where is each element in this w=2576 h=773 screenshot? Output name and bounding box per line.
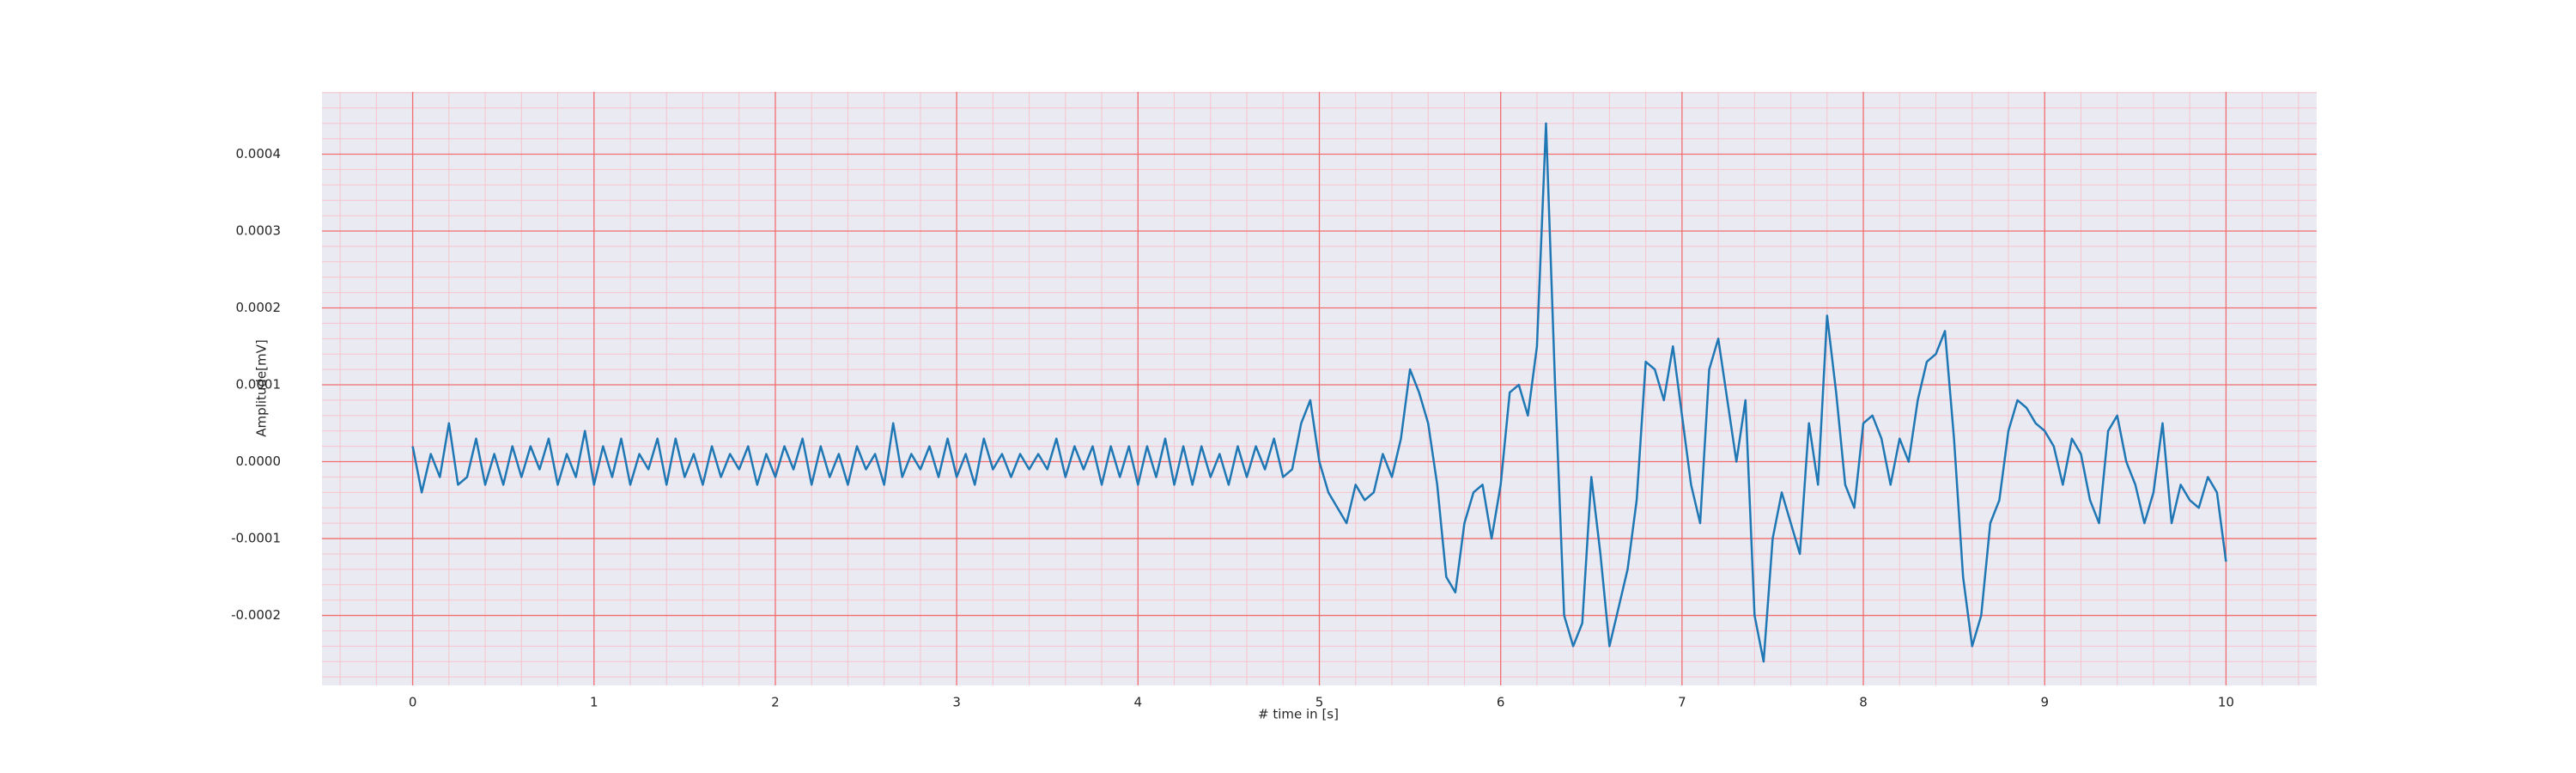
y-tick-label: -0.0002 — [231, 607, 281, 623]
x-tick-label: 0 — [409, 695, 417, 710]
y-tick-label: 0.0001 — [236, 377, 282, 393]
x-tick-label: 3 — [952, 695, 961, 710]
y-tick-label: 0.0003 — [236, 223, 282, 239]
x-axis-label: # time in [s] — [1258, 707, 1339, 722]
x-tick-label: 8 — [1859, 695, 1868, 710]
x-tick-label: 5 — [1315, 695, 1324, 710]
x-tick-label: 7 — [1678, 695, 1686, 710]
x-tick-label: 9 — [2040, 695, 2049, 710]
y-tick-label: 0.0002 — [236, 300, 282, 315]
x-tick-label: 6 — [1497, 695, 1505, 710]
x-tick-label: 4 — [1134, 695, 1143, 710]
y-tick-label: 0.0000 — [236, 453, 282, 469]
y-axis-label: Amplitude[mV] — [254, 339, 270, 436]
x-tick-label: 10 — [2218, 695, 2234, 710]
y-tick-label: -0.0001 — [231, 531, 281, 546]
signal-line — [411, 122, 2227, 663]
y-tick-label: 0.0004 — [236, 146, 282, 161]
x-tick-label: 1 — [590, 695, 598, 710]
x-tick-label: 2 — [771, 695, 780, 710]
